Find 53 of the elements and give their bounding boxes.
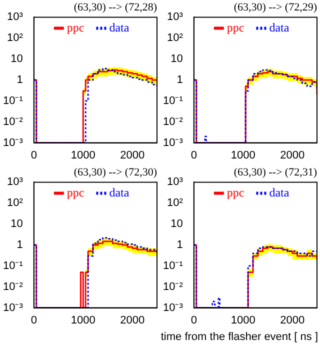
- legend-label: data: [269, 185, 290, 200]
- y-tick-label: 10³: [166, 11, 184, 24]
- y-tick-label: 10⁻²: [2, 116, 24, 128]
- legend-label: data: [269, 20, 290, 34]
- x-tick-label: 1000: [70, 149, 96, 162]
- x-tick-label: 2000: [280, 314, 305, 326]
- legend-label: ppc: [66, 185, 84, 200]
- y-tick-label: 10⁻²: [162, 116, 184, 128]
- x-tick-label: 2000: [120, 149, 145, 162]
- y-tick-label: 10: [10, 218, 23, 230]
- y-tick-label: 1: [16, 74, 23, 86]
- y-tick-label: 1: [176, 74, 183, 86]
- y-tick-label: 10³: [6, 176, 24, 188]
- y-tick-label: 10: [170, 218, 183, 230]
- x-tick-label: 0: [190, 149, 197, 162]
- y-tick-label: 10²: [6, 197, 24, 210]
- x-tick-label: 2000: [280, 149, 305, 162]
- y-tick-label: 10⁻²: [162, 280, 184, 293]
- y-tick-label: 10⁻¹: [162, 260, 184, 272]
- y-tick-label: 10⁻³: [2, 136, 24, 149]
- y-tick-label: 10²: [166, 32, 184, 44]
- x-tick-label: 0: [30, 314, 37, 326]
- y-tick-label: 10: [10, 53, 23, 66]
- chart-title: (63,30) --> (72,29): [234, 1, 318, 14]
- x-tick-label: 1000: [70, 314, 96, 326]
- y-tick-label: 10²: [6, 32, 24, 44]
- y-tick-label: 10⁻¹: [2, 260, 24, 272]
- legend-label: ppc: [226, 20, 244, 34]
- legend-label: ppc: [226, 185, 244, 200]
- y-tick-label: 10³: [6, 11, 24, 24]
- y-tick-label: 10: [170, 53, 183, 66]
- y-tick-label: 10⁻²: [2, 280, 24, 293]
- x-tick-label: 1000: [230, 314, 256, 326]
- y-tick-label: 10⁻¹: [162, 94, 184, 107]
- x-tick-label: 0: [190, 314, 197, 326]
- y-tick-label: 10⁻³: [162, 302, 184, 314]
- x-tick-label: 2000: [120, 314, 145, 326]
- chart-title: (63,30) --> (72,30): [74, 166, 158, 178]
- y-tick-label: 10⁻³: [2, 302, 24, 314]
- y-tick-label: 10⁻³: [162, 136, 184, 149]
- x-tick-label: 1000: [230, 149, 256, 162]
- legend-label: data: [109, 185, 130, 200]
- y-tick-label: 10³: [166, 176, 184, 188]
- chart-title: (63,30) --> (72,31): [234, 166, 318, 178]
- y-tick-label: 10⁻¹: [2, 94, 24, 107]
- y-tick-label: 1: [16, 239, 23, 252]
- chart-title: (63,30) --> (72,28): [74, 1, 158, 14]
- x-tick-label: 0: [30, 149, 37, 162]
- x-axis-title: time from the flasher event [ ns ]: [160, 331, 318, 343]
- legend-label: ppc: [66, 20, 84, 34]
- legend-label: data: [109, 20, 130, 34]
- y-tick-label: 1: [176, 239, 183, 252]
- y-tick-label: 10²: [166, 197, 184, 210]
